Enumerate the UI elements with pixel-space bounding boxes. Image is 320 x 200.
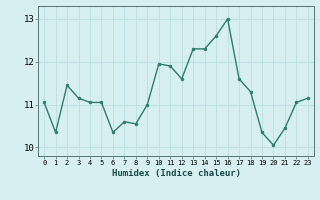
X-axis label: Humidex (Indice chaleur): Humidex (Indice chaleur) [111, 169, 241, 178]
